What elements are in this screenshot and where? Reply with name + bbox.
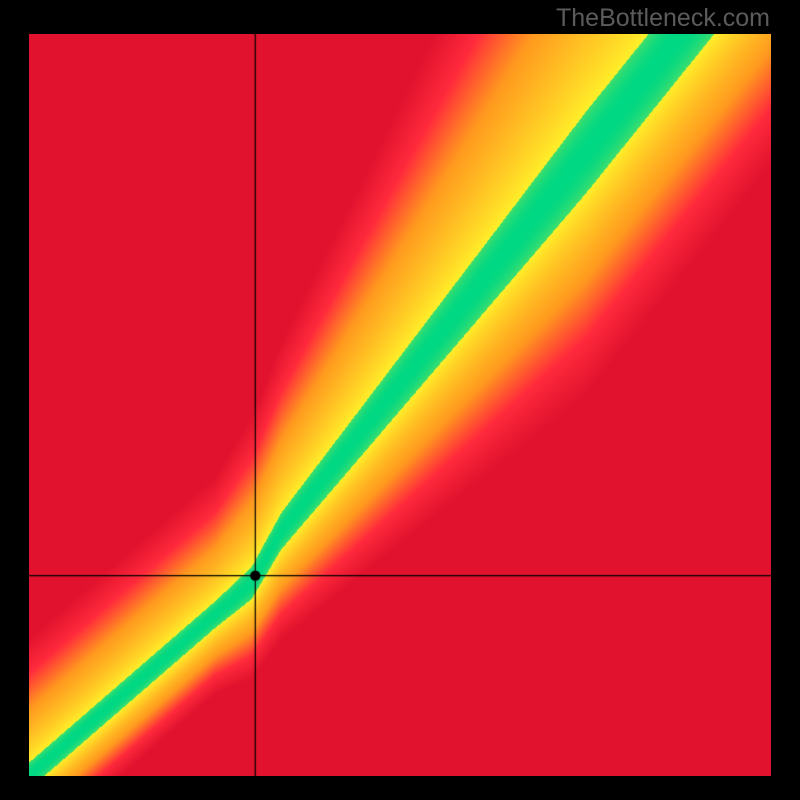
heatmap-plot bbox=[29, 34, 771, 776]
chart-container: TheBottleneck.com bbox=[0, 0, 800, 800]
watermark-text: TheBottleneck.com bbox=[556, 4, 770, 33]
